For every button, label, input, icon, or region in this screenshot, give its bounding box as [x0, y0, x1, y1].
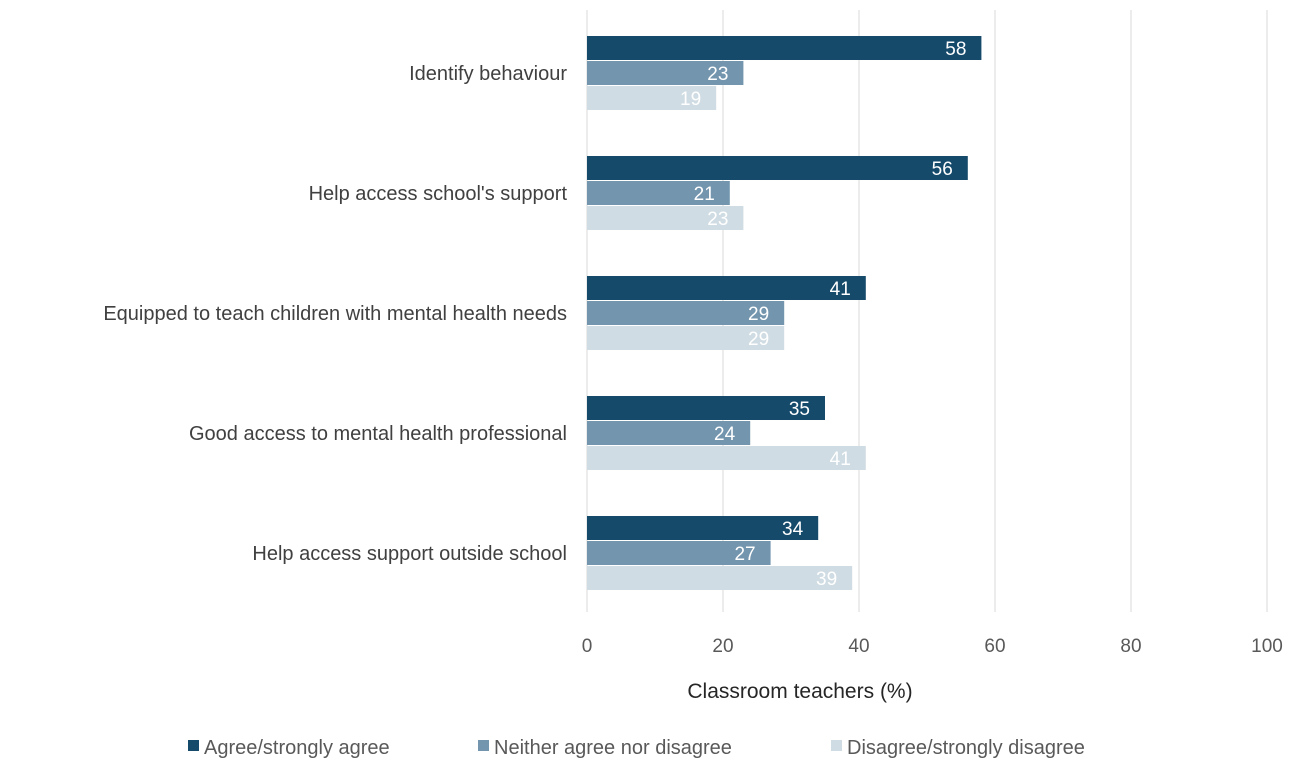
legend-label: Disagree/strongly disagree: [847, 737, 1085, 759]
legend-label: Agree/strongly agree: [204, 737, 390, 759]
category-label: Equipped to teach children with mental h…: [103, 303, 567, 325]
bar-value-label: 35: [789, 399, 810, 420]
category-label: Help access support outside school: [252, 543, 567, 565]
bar: [587, 276, 866, 300]
x-tick-label: 0: [582, 636, 593, 657]
category-label: Identify behaviour: [409, 63, 567, 85]
bar-value-label: 41: [830, 449, 851, 470]
legend: Agree/strongly agree Neither agree nor di…: [188, 737, 1085, 759]
bar: [587, 86, 717, 110]
bar-value-label: 41: [830, 279, 851, 300]
legend-label: Neither agree nor disagree: [494, 737, 732, 759]
bar-value-label: 27: [734, 544, 755, 565]
bar-value-label: 34: [782, 519, 804, 540]
bar-value-label: 23: [707, 209, 728, 230]
bars: [587, 36, 982, 590]
bar: [587, 206, 744, 230]
bar-value-label: 29: [748, 304, 769, 325]
x-axis-title: Classroom teachers (%): [687, 680, 912, 703]
bar: [587, 541, 771, 565]
category-label: Help access school's support: [309, 183, 568, 205]
bar: [587, 156, 968, 180]
bar-value-label: 29: [748, 329, 769, 350]
bar-value-label: 56: [932, 159, 953, 180]
bar-value-label: 19: [680, 89, 701, 110]
bar: [587, 516, 819, 540]
x-tick-label: 20: [712, 636, 733, 657]
bar: [587, 36, 982, 60]
bar: [587, 421, 751, 445]
gridlines: [586, 10, 1268, 612]
x-tick-label: 40: [848, 636, 869, 657]
bar: [587, 446, 866, 470]
bar-value-label: 24: [714, 424, 736, 445]
bar: [587, 396, 825, 420]
bar: [587, 566, 853, 590]
bar-value-label: 23: [707, 64, 728, 85]
x-tick-label: 60: [984, 636, 1005, 657]
x-tick-label: 80: [1120, 636, 1141, 657]
bar: [587, 181, 730, 205]
legend-swatch: [188, 740, 199, 751]
bar-value-label: 21: [694, 184, 715, 205]
bar-value-labels: 58 23 19 56 21 23 41 29 29 35 24 41 34 27 39: [680, 39, 966, 590]
bar: [587, 301, 785, 325]
bar: [587, 326, 785, 350]
bar-value-label: 39: [816, 569, 837, 590]
bar: [587, 61, 744, 85]
x-tick-label: 100: [1251, 636, 1283, 657]
x-tick-labels: 0 20 40 60 80 100: [582, 636, 1283, 657]
category-labels: Identify behaviour Help access school's s…: [103, 63, 567, 565]
bar-value-label: 58: [945, 39, 966, 60]
legend-swatch: [831, 740, 842, 751]
category-label: Good access to mental health professiona…: [189, 423, 567, 445]
legend-swatch: [478, 740, 489, 751]
